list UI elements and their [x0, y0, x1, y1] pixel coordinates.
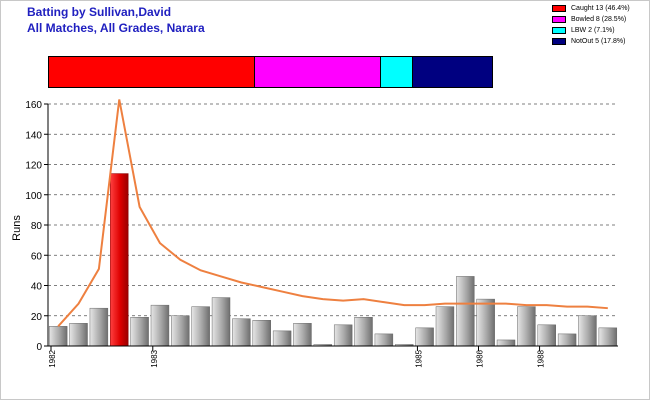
bar: [69, 323, 88, 347]
chart-title: Batting by Sullivan,David: [27, 5, 172, 19]
bar: [252, 320, 271, 347]
dismissal-segment-notout: [412, 57, 492, 87]
bar-highlight: [110, 173, 129, 347]
bar: [578, 315, 597, 347]
axes: 0 20 40 60 80 100 120 140 160 1982 1983 1985 1986 198…: [25, 100, 618, 368]
legend-item-caught: Caught 13 (46.4%): [552, 4, 650, 14]
bar: [150, 304, 170, 347]
bar: [496, 339, 516, 347]
gridlines: [48, 103, 618, 317]
bar: [456, 276, 475, 347]
bar: [293, 323, 312, 347]
legend-label-lbw: LBW 2 (7.1%): [571, 27, 615, 34]
bar: [537, 324, 556, 347]
bar: [191, 306, 210, 347]
legend-label-caught: Caught 13 (46.4%): [571, 5, 630, 12]
x-tick-label: 1986: [476, 349, 485, 367]
y-tick-label: 100: [25, 191, 42, 202]
legend-swatch-bowled: [552, 16, 566, 23]
legend-item-notout: NotOut 5 (17.8%): [552, 37, 650, 47]
bar: [48, 326, 68, 347]
bar: [272, 330, 292, 347]
legend-item-lbw: LBW 2 (7.1%): [552, 26, 650, 36]
legend-swatch-lbw: [552, 27, 566, 34]
legend-swatch-caught: [552, 5, 566, 12]
chart-subtitle: All Matches, All Grades, Narara: [27, 21, 205, 35]
bar: [232, 318, 251, 347]
y-tick-label: 40: [31, 282, 43, 293]
y-tick-label: 80: [31, 221, 43, 232]
bars: [48, 173, 618, 347]
y-tick-label: 60: [31, 251, 43, 262]
bar: [211, 297, 231, 347]
bar: [476, 298, 495, 347]
dismissal-segment-lbw: [381, 57, 413, 87]
y-tick-label: 0: [36, 342, 42, 353]
bar: [517, 306, 536, 347]
bar: [171, 315, 190, 347]
x-tick-label: 1988: [537, 349, 546, 367]
bar: [333, 324, 353, 347]
x-tick-label: 1985: [414, 349, 423, 367]
dismissal-segment-bowled: [254, 57, 382, 87]
y-tick-label: 140: [25, 130, 42, 141]
bar: [598, 327, 618, 347]
bar: [435, 306, 455, 347]
bar: [415, 327, 434, 347]
legend-swatch-notout: [552, 38, 566, 45]
y-tick-label: 120: [25, 161, 42, 172]
y-tick-label: 20: [31, 312, 43, 323]
bar: [374, 333, 394, 347]
trend-line-path: [57, 99, 608, 328]
legend-item-bowled: Bowled 8 (28.5%): [552, 15, 650, 25]
dismissal-segment-caught: [49, 57, 255, 87]
x-tick-label: 1983: [150, 349, 159, 367]
bar: [354, 317, 373, 347]
bar: [130, 317, 149, 347]
bar: [557, 333, 577, 347]
legend-label-bowled: Bowled 8 (28.5%): [571, 16, 627, 23]
x-tick-label: 1982: [48, 349, 57, 367]
bar: [89, 307, 109, 347]
dismissal-breakdown-bar: [48, 56, 493, 88]
trend-line: [57, 99, 608, 328]
legend-label-notout: NotOut 5 (17.8%): [571, 38, 626, 45]
y-tick-label: 160: [25, 100, 42, 111]
